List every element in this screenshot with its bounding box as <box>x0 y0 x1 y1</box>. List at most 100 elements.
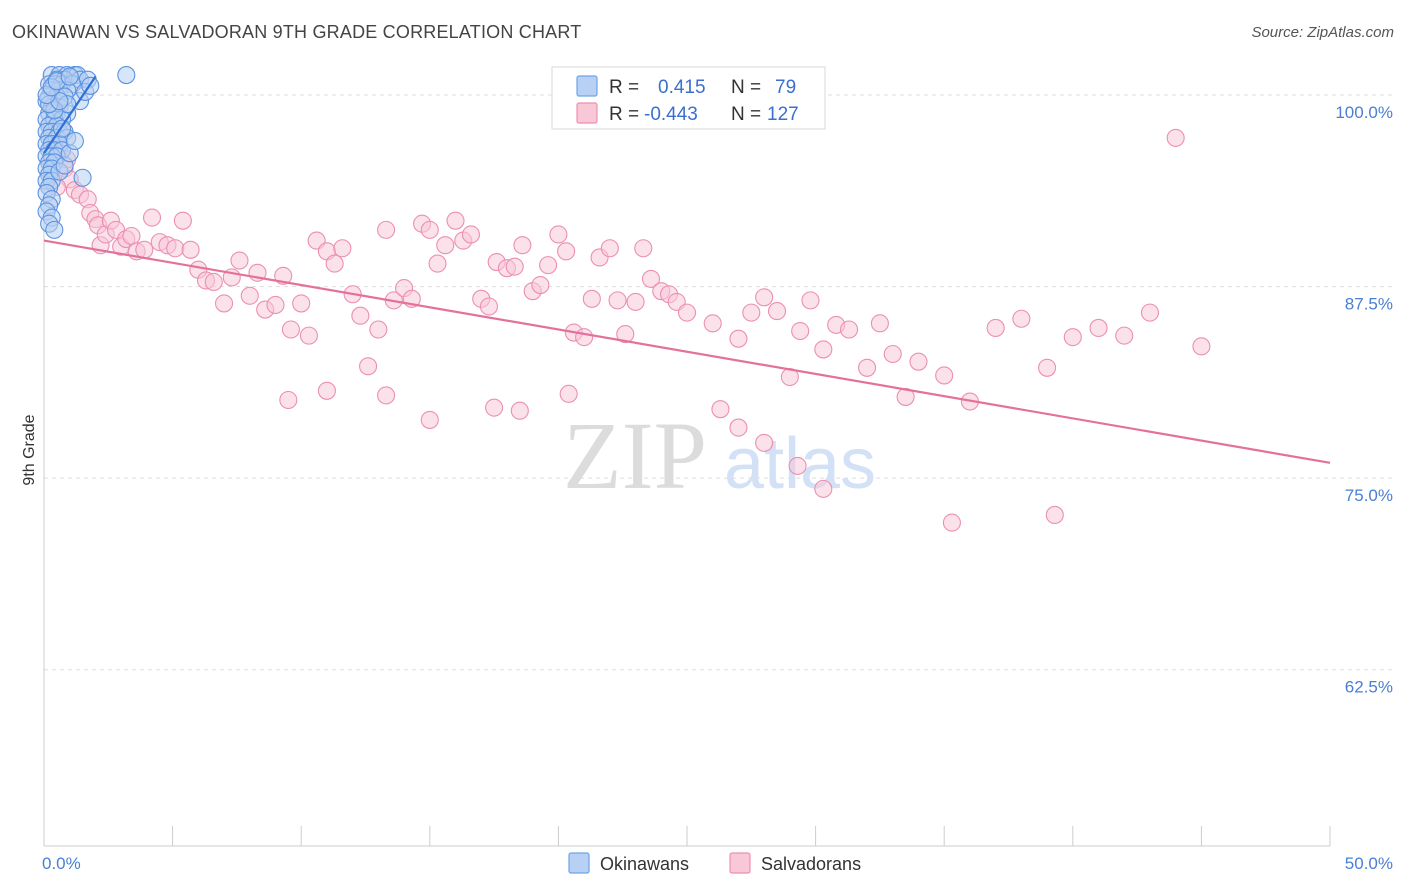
salvadorans-point-115 <box>420 410 439 429</box>
salvadorans-point-118 <box>559 384 578 403</box>
salvadorans-point-105 <box>1038 358 1057 377</box>
salvadorans-point-125 <box>1045 505 1064 524</box>
salvadorans-point-100 <box>909 352 928 371</box>
salvadorans-point-72 <box>575 328 594 347</box>
salvadorans-point-32 <box>230 251 249 270</box>
okinawans-point-63 <box>45 220 64 239</box>
salvadorans-point-43 <box>325 254 344 273</box>
salvadorans-trend-line <box>43 239 1331 464</box>
trend-lines <box>43 75 1331 464</box>
salvadorans-point-18 <box>122 226 141 246</box>
salvadorans-point-21 <box>142 208 162 227</box>
salvadorans-point-36 <box>266 295 285 315</box>
salvadorans-point-57 <box>446 211 465 230</box>
okinawans-point-67 <box>65 131 84 151</box>
okinawans-r-label: R = <box>609 77 639 98</box>
salvadorans-point-96 <box>857 358 877 377</box>
stats-legend: R = 0.415 N = 79 R = -0.443 N = 127 <box>551 66 826 130</box>
salvadorans-point-70 <box>557 242 576 261</box>
salvadorans-point-54 <box>420 220 439 239</box>
salvadorans-point-104 <box>1012 309 1031 328</box>
salvadorans-point-64 <box>505 257 524 276</box>
salvadorans-point-106 <box>1063 328 1082 347</box>
salvadorans-point-73 <box>582 289 601 308</box>
salvadorans-point-24 <box>166 239 185 258</box>
salvadorans-point-98 <box>883 344 902 364</box>
salvadorans-point-91 <box>791 321 810 341</box>
salvadorans-point-119 <box>711 400 730 419</box>
salvadorans-point-39 <box>292 294 311 313</box>
salvadorans-point-56 <box>436 236 455 255</box>
salvadorans-point-55 <box>428 254 447 273</box>
salvadorans-point-107 <box>1089 318 1108 338</box>
x-tick-labels: 0.0% 50.0% <box>42 854 1393 873</box>
salvadorans-point-59 <box>461 225 481 244</box>
salvadorans-point-33 <box>240 286 259 305</box>
chart-title: OKINAWAN VS SALVADORAN 9TH GRADE CORRELA… <box>12 22 582 42</box>
watermark-zip: ZIP <box>563 402 707 509</box>
salvadorans-point-112 <box>279 390 298 410</box>
salvadorans-point-68 <box>539 256 558 275</box>
salvadorans-point-40 <box>299 326 318 345</box>
salvadorans-point-29 <box>204 272 223 292</box>
salvadorans-point-47 <box>359 357 378 376</box>
salvadorans-point-111 <box>1192 337 1211 356</box>
salvadorans-point-92 <box>801 291 820 310</box>
salvadorans-points <box>45 76 1211 532</box>
salvadorans-point-48 <box>369 320 388 339</box>
x-tick-label-right: 50.0% <box>1345 854 1393 873</box>
salvadorans-swatch <box>576 102 598 124</box>
salvadorans-point-79 <box>634 239 653 258</box>
y-tick-label-0: 100.0% <box>1335 103 1393 122</box>
gridlines <box>44 94 1395 671</box>
salvadorans-point-124 <box>942 513 961 532</box>
y-tick-labels: 100.0% 87.5% 75.0% 62.5% <box>1335 103 1393 697</box>
x-tick-label-left: 0.0% <box>42 854 81 873</box>
salvadorans-r-label: R = <box>609 104 639 125</box>
salvadorans-point-117 <box>510 401 529 420</box>
salvadorans-point-69 <box>549 225 568 244</box>
salvadorans-point-75 <box>600 239 619 258</box>
salvadorans-point-97 <box>870 314 889 333</box>
salvadorans-point-87 <box>742 303 761 322</box>
salvadorans-point-123 <box>814 479 833 498</box>
okinawans-r-value: 0.415 <box>658 77 706 98</box>
y-tick-label-1: 87.5% <box>1345 295 1393 314</box>
source-attribution: Source: ZipAtlas.com <box>1251 24 1394 41</box>
okinawans-n-label: N = <box>731 77 761 98</box>
okinawans-trend-line <box>43 75 97 154</box>
legend-salvadorans-swatch <box>729 852 751 874</box>
salvadorans-point-84 <box>677 303 697 322</box>
okinawans-swatch <box>576 75 598 97</box>
y-tick-label-3: 62.5% <box>1345 678 1393 697</box>
legend-okinawans-swatch <box>568 852 590 874</box>
salvadorans-point-78 <box>626 292 645 311</box>
salvadorans-point-121 <box>755 433 774 452</box>
okinawans-point-78 <box>60 67 79 86</box>
salvadorans-point-49 <box>377 220 396 239</box>
salvadorans-point-95 <box>839 320 859 339</box>
salvadorans-point-101 <box>935 366 954 385</box>
salvadorans-point-67 <box>531 275 550 295</box>
salvadorans-point-38 <box>281 320 300 339</box>
y-tick-label-2: 75.0% <box>1345 486 1393 505</box>
salvadorans-point-77 <box>616 325 635 344</box>
okinawans-point-8 <box>117 66 136 85</box>
salvadorans-point-26 <box>181 240 200 259</box>
salvadorans-point-113 <box>317 381 336 400</box>
salvadorans-point-93 <box>814 340 833 359</box>
salvadorans-point-46 <box>351 306 370 325</box>
salvadorans-point-25 <box>173 211 192 230</box>
okinawans-n-value: 79 <box>775 77 796 98</box>
salvadorans-point-89 <box>767 302 787 321</box>
salvadorans-r-value: -0.443 <box>644 104 698 125</box>
salvadorans-point-20 <box>135 240 154 259</box>
salvadorans-point-80 <box>641 269 661 288</box>
salvadorans-point-86 <box>729 329 748 348</box>
series-legend: Okinawans Salvadorans <box>568 852 861 874</box>
salvadorans-point-114 <box>377 386 396 405</box>
watermark: ZIP atlas <box>563 402 876 509</box>
salvadorans-point-122 <box>788 456 807 475</box>
salvadorans-n-value: 127 <box>767 104 799 125</box>
